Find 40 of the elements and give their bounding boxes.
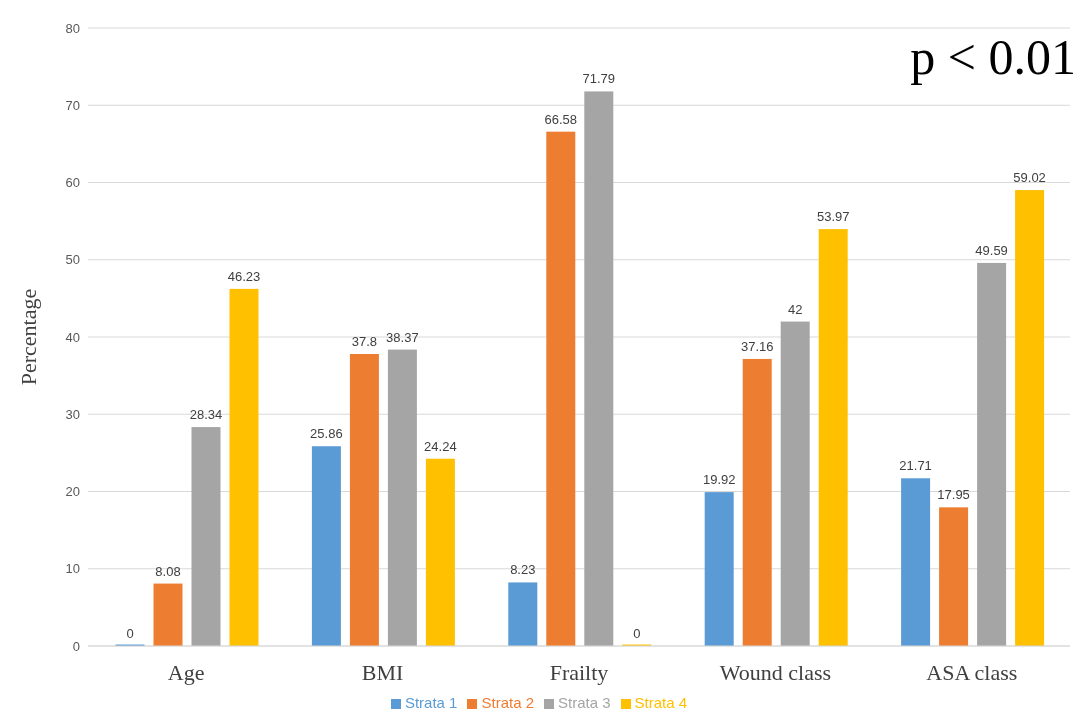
data-label: 66.58 bbox=[544, 111, 578, 127]
data-label: 38.37 bbox=[386, 329, 419, 345]
data-label: 46.23 bbox=[227, 268, 261, 284]
data-label: 24.24 bbox=[424, 438, 457, 454]
data-label: 37.16 bbox=[740, 338, 774, 354]
data-label: 21.71 bbox=[899, 458, 932, 474]
legend-label: Strata 4 bbox=[634, 694, 688, 711]
data-label: 53.97 bbox=[816, 209, 850, 225]
y-tick-label: 50 bbox=[65, 252, 80, 268]
legend-label: Strata 2 bbox=[481, 694, 534, 711]
x-tick-label: ASA class bbox=[926, 659, 1018, 685]
x-tick-label: Frailty bbox=[549, 659, 609, 685]
legend-label: Strata 1 bbox=[404, 694, 458, 711]
data-label: 8.23 bbox=[510, 562, 536, 578]
y-tick-label: 10 bbox=[65, 561, 80, 577]
data-label: 59.02 bbox=[1013, 170, 1046, 186]
data-label: 0 bbox=[126, 626, 134, 641]
data-label: 71.79 bbox=[582, 71, 616, 87]
data-label: 17.95 bbox=[937, 487, 970, 503]
annotation: p < 0.01 bbox=[910, 28, 1076, 86]
data-label: 37.8 bbox=[351, 333, 378, 349]
y-tick-label: 30 bbox=[65, 406, 80, 422]
y-tick-label: 20 bbox=[65, 484, 80, 500]
y-tick-label: 70 bbox=[65, 97, 80, 113]
x-tick-label: Age bbox=[167, 659, 205, 685]
legend-label: Strata 3 bbox=[558, 694, 611, 711]
data-label: 0 bbox=[633, 626, 641, 641]
y-tick-label: 60 bbox=[65, 175, 80, 191]
y-tick-label: 0 bbox=[72, 638, 80, 654]
x-tick-label: BMI bbox=[361, 659, 404, 685]
y-tick-label: 80 bbox=[65, 20, 80, 36]
y-axis-title: Percentage bbox=[15, 288, 41, 386]
data-label: 28.34 bbox=[189, 407, 223, 423]
data-label: 25.86 bbox=[310, 426, 343, 442]
data-label: 19.92 bbox=[702, 472, 736, 488]
y-tick-label: 40 bbox=[65, 329, 80, 345]
data-label: 8.08 bbox=[155, 563, 181, 579]
x-tick-label: Wound class bbox=[719, 659, 832, 685]
data-label: 42 bbox=[787, 301, 803, 317]
data-label: 49.59 bbox=[975, 242, 1008, 258]
